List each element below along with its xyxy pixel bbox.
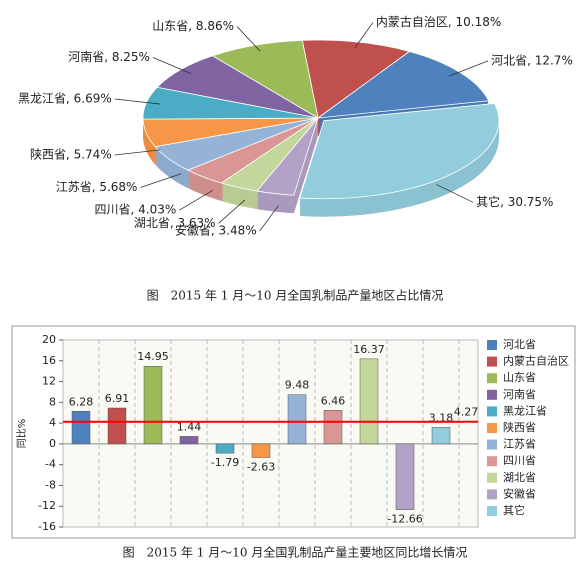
value-label: 16.37 bbox=[353, 343, 385, 356]
legend-swatch bbox=[487, 373, 497, 384]
bar bbox=[71, 411, 91, 445]
legend-swatch bbox=[487, 489, 497, 500]
leader-line bbox=[354, 22, 374, 49]
bar bbox=[107, 407, 127, 445]
value-label: -12.66 bbox=[387, 513, 422, 526]
bar bbox=[323, 410, 343, 445]
legend-label: 安徽省 bbox=[503, 486, 536, 500]
legend-label: 河北省 bbox=[503, 338, 536, 351]
leader-line bbox=[259, 205, 279, 232]
pie-slice bbox=[156, 55, 319, 119]
legend-swatch bbox=[487, 456, 497, 467]
legend-label: 内蒙古自治区 bbox=[503, 354, 569, 368]
legend-swatch bbox=[487, 423, 497, 433]
bar bbox=[431, 427, 451, 445]
y-tick-label: -4 bbox=[45, 458, 56, 471]
bar-caption: 图 2015 年 1 月～10 月全国乳制品产量主要地区同比增长情况 bbox=[123, 545, 468, 560]
legend-label: 四川省 bbox=[503, 454, 536, 467]
leader-line bbox=[448, 60, 489, 77]
bar bbox=[179, 436, 199, 445]
bar-chart-frame bbox=[11, 325, 576, 539]
pie-label: 陕西省, 5.74% bbox=[30, 146, 112, 161]
y-tick-label: 20 bbox=[42, 333, 56, 346]
pie-slice bbox=[299, 103, 500, 200]
legend-swatch bbox=[487, 389, 497, 400]
leader-line bbox=[179, 189, 214, 211]
leader-line bbox=[140, 173, 182, 188]
legend-swatch bbox=[487, 472, 497, 483]
legend-swatch bbox=[487, 506, 497, 516]
value-label: -1.79 bbox=[211, 456, 239, 469]
reference-label: 4.27 bbox=[454, 406, 479, 419]
leader-line bbox=[114, 149, 161, 156]
legend-swatch bbox=[487, 439, 497, 450]
value-label: -2.63 bbox=[247, 461, 275, 474]
y-tick-label: 4 bbox=[49, 416, 56, 429]
leader-line bbox=[152, 57, 192, 75]
pie-label: 四川省, 4.03% bbox=[95, 203, 177, 217]
legend-swatch bbox=[487, 340, 497, 350]
pie-label: 黑龙江省, 6.69% bbox=[18, 91, 112, 105]
pie-label: 其它, 30.75% bbox=[476, 194, 553, 209]
pie-label: 安徽省, 3.48% bbox=[175, 223, 257, 238]
legend-label: 江苏省 bbox=[503, 438, 536, 451]
value-label: 9.48 bbox=[285, 379, 310, 392]
legend-swatch bbox=[487, 356, 497, 367]
value-label: 6.28 bbox=[69, 395, 94, 408]
y-tick-label: 12 bbox=[42, 375, 56, 388]
y-axis-label: 同比% bbox=[16, 419, 28, 449]
bar bbox=[251, 443, 271, 458]
bar bbox=[143, 365, 163, 445]
legend-label: 其它 bbox=[503, 503, 525, 517]
leader-line bbox=[218, 199, 246, 224]
y-tick-label: 16 bbox=[42, 354, 56, 367]
leader-line bbox=[436, 184, 474, 203]
pie-slice bbox=[301, 39, 411, 119]
pie-label: 河南省, 8.25% bbox=[68, 49, 150, 64]
value-label: 6.46 bbox=[321, 394, 346, 407]
legend-label: 黑龙江省 bbox=[503, 404, 547, 417]
bar bbox=[395, 443, 415, 510]
legend-swatch bbox=[487, 406, 497, 417]
legend-label: 陕西省 bbox=[503, 420, 536, 434]
value-label: 14.95 bbox=[137, 350, 169, 363]
legend-label: 山东省 bbox=[503, 371, 536, 384]
pie-label: 内蒙古自治区, 10.18% bbox=[376, 14, 501, 29]
value-label: 1.44 bbox=[177, 420, 202, 433]
bar bbox=[287, 394, 307, 445]
pie-label: 河北省, 12.7% bbox=[491, 53, 573, 67]
legend-label: 湖北省 bbox=[503, 471, 536, 484]
leader-line bbox=[236, 26, 261, 52]
y-tick-label: 0 bbox=[49, 437, 56, 450]
pie-caption: 图 2015 年 1 月～10 月全国乳制品产量地区占比情况 bbox=[147, 288, 444, 303]
bar bbox=[359, 358, 379, 445]
y-tick-label: -12 bbox=[38, 499, 56, 512]
pie-label: 江苏省, 5.68% bbox=[56, 180, 138, 194]
pie-slice bbox=[316, 51, 490, 119]
bar bbox=[215, 443, 235, 454]
leader-line bbox=[114, 98, 161, 105]
y-tick-label: -16 bbox=[38, 520, 56, 533]
y-tick-label: 8 bbox=[49, 395, 56, 408]
y-tick-label: -8 bbox=[45, 478, 56, 491]
value-label: 6.91 bbox=[105, 392, 130, 405]
legend-label: 河南省 bbox=[503, 388, 536, 401]
pie-label: 山东省, 8.86% bbox=[152, 19, 234, 33]
pie-label: 湖北省, 3.63% bbox=[134, 215, 216, 230]
